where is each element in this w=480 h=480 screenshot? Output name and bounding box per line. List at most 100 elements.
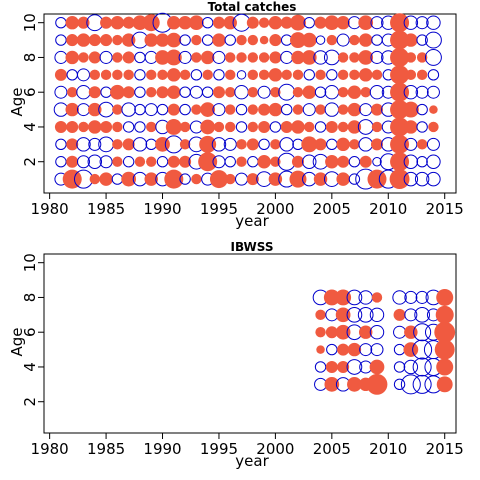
bubble-negative — [99, 155, 113, 169]
bubble-negative — [235, 172, 249, 186]
y-tick-label: 8 — [21, 53, 39, 63]
bubble-negative — [415, 16, 429, 30]
bubble-positive — [335, 307, 351, 323]
bubble-negative — [76, 103, 91, 117]
bubble-positive — [112, 34, 123, 46]
bubble-positive — [199, 135, 217, 153]
bubble-negative — [314, 86, 327, 98]
bubble-positive — [202, 69, 213, 81]
bubble-positive — [236, 52, 247, 63]
bubble-negative — [201, 16, 214, 29]
bubble-positive — [403, 342, 419, 357]
bubble-positive — [281, 69, 292, 81]
bubble-positive — [225, 87, 236, 98]
plot-frame — [43, 253, 457, 434]
bubble-positive — [178, 15, 192, 30]
bubble-positive — [213, 121, 225, 133]
bubble-positive — [315, 327, 326, 338]
bubble-negative — [134, 86, 146, 98]
bubble-positive — [389, 169, 410, 190]
bubble-negative — [280, 50, 294, 64]
bubble-positive — [366, 373, 388, 395]
bubble-positive — [315, 69, 326, 81]
bubble-positive — [191, 104, 202, 115]
bubble-negative — [393, 361, 406, 373]
bubble-positive — [164, 169, 184, 189]
bubble-negative — [358, 290, 373, 305]
bubble-positive — [157, 69, 168, 81]
bubble-positive — [89, 173, 100, 185]
bubble-negative — [426, 171, 441, 187]
bubble-positive — [367, 169, 387, 189]
x-tick-label: 1995 — [200, 440, 238, 458]
bubble-negative — [54, 85, 68, 99]
bubble-positive — [200, 50, 215, 65]
bubble-negative — [134, 121, 146, 133]
bubble-positive — [110, 84, 125, 100]
y-tick-label: 6 — [21, 327, 39, 337]
bubble-negative — [111, 173, 124, 185]
bubble-negative — [324, 84, 340, 100]
bubble-positive — [236, 34, 247, 46]
bubble-negative — [415, 290, 429, 304]
bubble-positive — [144, 33, 158, 47]
x-tick-label: 1985 — [87, 200, 125, 218]
bubble-positive — [122, 86, 135, 99]
bubble-positive — [268, 102, 283, 117]
bubble-negative — [302, 103, 316, 117]
bubble-negative — [212, 103, 226, 117]
bubble-positive — [371, 69, 383, 81]
bubble-positive — [370, 103, 383, 116]
bubble-positive — [335, 324, 351, 340]
bubble-positive — [336, 15, 350, 30]
bubble-positive — [337, 69, 349, 81]
bubble-positive — [405, 69, 417, 81]
bubble-positive — [314, 138, 327, 151]
bubble-negative — [303, 16, 315, 29]
bubble-negative — [55, 138, 67, 151]
bubble-negative — [348, 173, 361, 185]
bubble-positive — [198, 152, 218, 172]
bubble-negative — [414, 306, 430, 323]
bubble-positive — [258, 69, 270, 81]
bubble-negative — [121, 102, 136, 117]
bubble-positive — [247, 104, 259, 115]
bubble-negative — [313, 50, 328, 65]
x-tick-label: 2005 — [313, 200, 351, 218]
bubble-positive — [359, 155, 372, 168]
bubble-positive — [225, 173, 236, 185]
bubble-positive — [62, 169, 82, 189]
bubble-positive — [390, 117, 410, 137]
bubble-positive — [292, 104, 304, 115]
bubble-positive — [76, 33, 91, 47]
bubble-positive — [247, 34, 259, 46]
bubble-positive — [259, 35, 269, 45]
bubble-negative — [236, 70, 247, 80]
bubble-positive — [112, 139, 123, 150]
bubble-positive — [179, 69, 191, 81]
bubble-negative — [189, 85, 203, 99]
bubble-negative — [426, 85, 440, 99]
y-tick-label: 2 — [21, 157, 39, 167]
bubble-negative — [211, 137, 227, 152]
bubble-positive — [212, 16, 225, 29]
bubble-negative — [88, 137, 102, 151]
bubble-negative — [370, 16, 384, 30]
bubble-positive — [258, 103, 271, 116]
bubble-positive — [434, 321, 456, 343]
bubble-negative — [122, 121, 135, 133]
y-tick-label: 2 — [21, 397, 39, 407]
bubble-positive — [268, 15, 283, 30]
bubble-positive — [349, 69, 360, 81]
panel-total-catches: Total catches year Age 1980 1985 1990 1995 2… — [8, 0, 464, 230]
bubble-negative — [424, 31, 442, 49]
bubble-positive — [112, 121, 123, 133]
bubble-positive — [436, 288, 454, 306]
bubble-negative — [247, 156, 259, 168]
bubble-positive — [146, 121, 157, 133]
bubble-positive — [121, 171, 137, 187]
x-axis-label: year — [235, 212, 269, 230]
bubble-positive — [200, 119, 216, 135]
x-tick-label: 2010 — [369, 440, 407, 458]
